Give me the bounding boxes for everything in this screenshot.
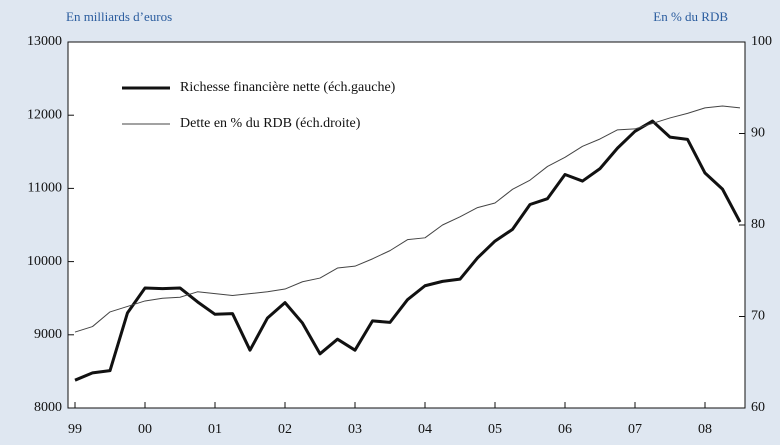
y-tick-label: 8000: [34, 400, 62, 415]
x-tick-label: 02: [278, 422, 292, 437]
x-tick-label: 01: [208, 422, 222, 437]
y-tick-label: 10000: [27, 254, 62, 269]
y-tick-label: 9000: [34, 327, 62, 342]
y2-axis-label: En % du RDB: [653, 9, 728, 24]
legend-label: Dette en % du RDB (éch.droite): [180, 116, 361, 131]
x-tick-label: 08: [698, 422, 712, 437]
y2-tick-label: 90: [751, 126, 765, 141]
legend-label: Richesse financière nette (éch.gauche): [180, 80, 396, 95]
x-tick-label: 05: [488, 422, 502, 437]
line-series: [74, 105, 741, 333]
line-series: [74, 119, 742, 382]
y2-tick-label: 70: [751, 309, 765, 324]
x-tick-label: 99: [68, 422, 82, 437]
y-axis-label: En milliards d’euros: [66, 9, 172, 24]
x-tick-label: 07: [628, 422, 642, 437]
y2-tick-label: 100: [751, 34, 772, 49]
y2-tick-label: 80: [751, 217, 765, 232]
x-tick-label: 03: [348, 422, 362, 437]
y2-tick-label: 60: [751, 400, 765, 415]
x-tick-label: 04: [418, 422, 432, 437]
y-tick-label: 11000: [28, 181, 62, 196]
plot-area: [67, 41, 746, 409]
x-tick-label: 06: [558, 422, 572, 437]
x-tick-label: 00: [138, 422, 152, 437]
y-tick-label: 12000: [27, 107, 62, 122]
y-tick-label: 13000: [27, 34, 62, 49]
